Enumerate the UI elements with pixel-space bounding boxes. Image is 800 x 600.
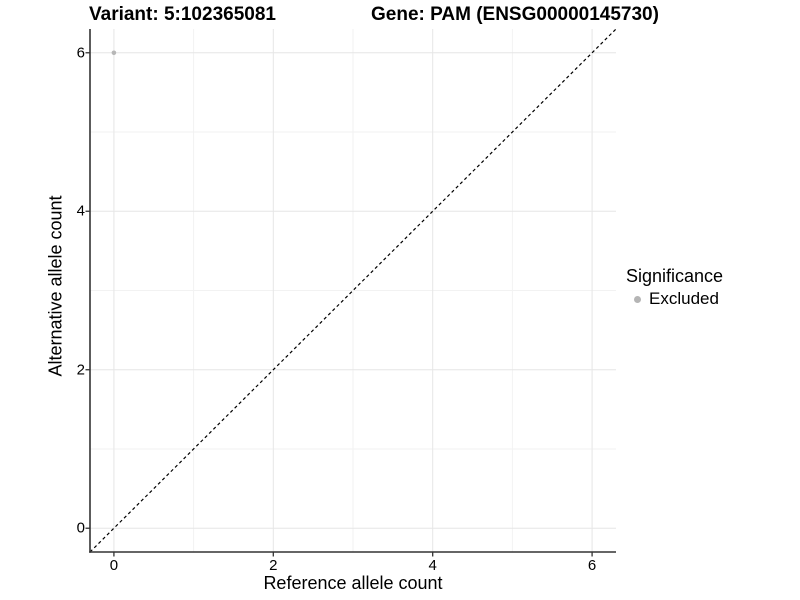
x-tick-label: 6 [587,557,597,574]
y-tick-label: 0 [76,519,85,537]
x-axis-label: Reference allele count [263,573,443,593]
y-tick-label: 6 [76,44,85,62]
y-tick-label: 2 [76,361,85,379]
identity-dashed-line [89,28,617,553]
gene-title: Gene: PAM (ENSG00000145730) [371,4,659,25]
x-tick-label: 2 [269,557,278,574]
legend: Significance Excluded [626,265,723,309]
excluded-point-icon [634,295,641,303]
data-point [111,50,117,56]
legend-item-excluded: Excluded [634,289,723,309]
x-tick-label: 4 [428,557,437,574]
y-axis-label: Alternative allele count [45,195,66,377]
y-tick-label: 4 [76,202,85,220]
variant-title: Variant: 5:102365081 [89,4,276,25]
legend-item-label: Excluded [649,289,719,308]
x-tick-label: 0 [109,557,119,574]
legend-title: Significance [626,266,724,286]
